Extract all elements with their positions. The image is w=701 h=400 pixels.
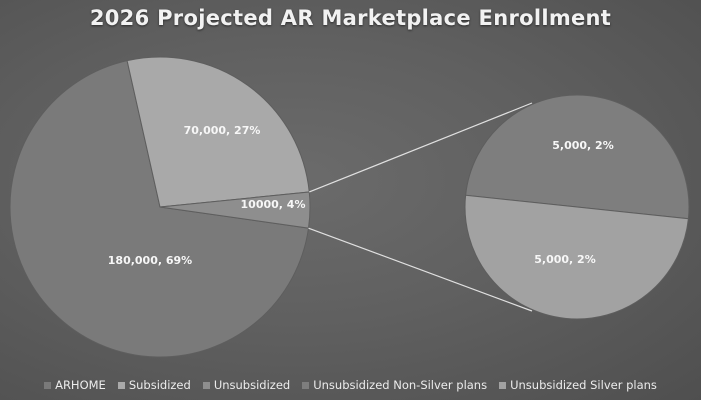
legend-label: Unsubsidized Silver plans [510, 378, 657, 392]
data-label-subsidized: 70,000, 27% [184, 124, 261, 137]
legend-label: Unsubsidized [213, 378, 291, 392]
legend-swatch [44, 381, 52, 389]
pie-slice-subsidized [126, 56, 310, 208]
pie-slice-unsubsidized-silver-plans [464, 194, 689, 320]
legend-swatch [202, 381, 210, 389]
legend-item-unsubsidized: Unsubsidized [202, 378, 291, 392]
main-pie: 180,000, 69% 70,000, 27% 10000, 4% [9, 56, 311, 358]
chart-legend: ARHOME Subsidized Unsubsidized Unsubsidized… [0, 376, 701, 394]
pie-slice-arhome [9, 60, 310, 358]
data-label-unsubsidized-non-silver-plans: 5,000, 2% [552, 139, 613, 152]
legend-item-unsubsidized-silver-plans: Unsubsidized Silver plans [499, 378, 657, 392]
legend-item-subsidized: Subsidized [117, 378, 191, 392]
data-label-unsubsidized: 10000, 4% [241, 198, 306, 211]
data-label-arhome: 180,000, 69% [108, 254, 192, 267]
legend-label: Unsubsidized Non-Silver plans [313, 378, 488, 392]
chart-title: 2026 Projected AR Marketplace Enrollment [89, 6, 612, 30]
connector-line-top [309, 102, 533, 193]
legend-swatch [117, 381, 125, 389]
legend-swatch [302, 381, 310, 389]
legend-item-unsubsidized-non-silver-plans: Unsubsidized Non-Silver plans [302, 378, 487, 392]
legend-label: ARHOME [55, 378, 106, 392]
legend-swatch [499, 381, 507, 389]
connector-line-bottom [308, 227, 533, 312]
legend-label: Subsidized [128, 378, 191, 392]
pie-slice-unsubsidized [159, 191, 311, 229]
pie-slice-unsubsidized-non-silver-plans [465, 94, 690, 220]
legend-item-arhome: ARHOME [44, 378, 106, 392]
secondary-pie: 5,000, 2% 5,000, 2% [464, 94, 690, 320]
data-label-unsubsidized-silver-plans: 5,000, 2% [534, 253, 595, 266]
